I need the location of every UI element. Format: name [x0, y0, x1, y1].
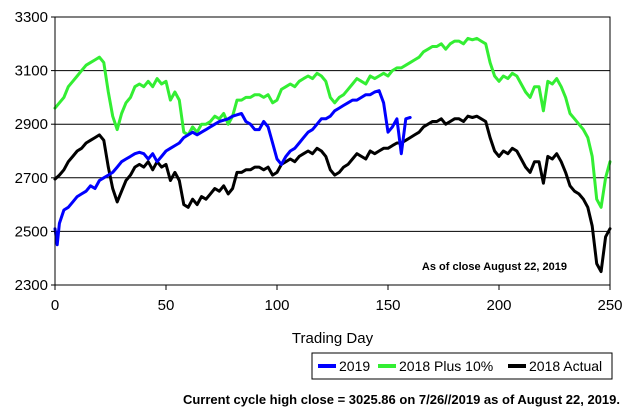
x-tick-label: 200	[486, 297, 511, 314]
y-tick-label: 2500	[15, 223, 48, 240]
legend-label: 2018 Actual	[529, 358, 602, 374]
x-tick-label: 50	[158, 297, 175, 314]
x-axis-label: Trading Day	[292, 330, 374, 347]
cycle-high-footnote: Current cycle high close = 3025.86 on 7/…	[183, 392, 620, 407]
series-line-2019	[53, 89, 412, 247]
y-tick-label: 2300	[15, 277, 48, 294]
x-tick-label: 250	[597, 297, 622, 314]
axis-ticks: 2300 2500 2700 2900 3100 3300 0 50 100 150 200 250	[15, 9, 623, 314]
series-line-2018-plus-10-	[53, 36, 612, 209]
legend: 2019 2018 Plus 10% 2018 Actual	[311, 352, 613, 380]
plot-frame	[54, 16, 611, 286]
y-tick-label: 3300	[15, 9, 48, 26]
legend-label: 2018 Plus 10%	[399, 358, 493, 374]
series-lines	[53, 36, 612, 274]
y-tick-label: 3100	[15, 63, 48, 80]
y-tick-label: 2900	[15, 116, 48, 133]
x-tick-label: 0	[51, 297, 59, 314]
legend-box	[311, 352, 613, 380]
legend-label: 2019	[339, 358, 370, 374]
x-tick-label: 100	[264, 297, 289, 314]
y-tick-label: 2700	[15, 170, 48, 187]
gridlines	[55, 70, 610, 232]
series-line-2018-actual	[53, 114, 612, 274]
as-of-annotation: As of close August 22, 2019	[422, 261, 567, 273]
x-tick-label: 150	[375, 297, 400, 314]
